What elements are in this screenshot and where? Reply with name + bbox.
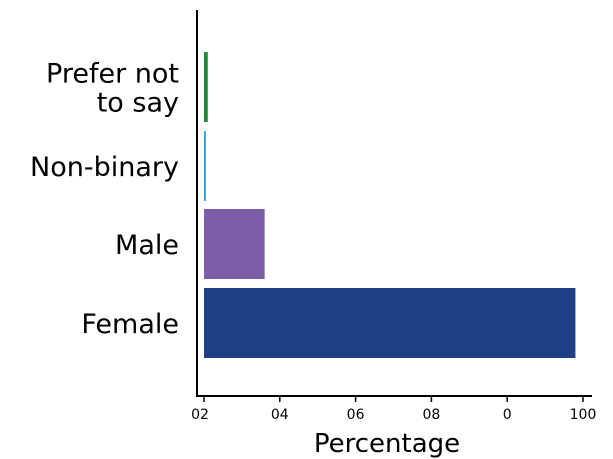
- category-label-0-line-0: Prefer not: [46, 59, 179, 90]
- category-label-0-line-1: to say: [97, 88, 179, 119]
- bars-group: [204, 52, 576, 358]
- x-tick-label-3: 08: [422, 407, 440, 423]
- x-axis-title: Percentage: [314, 429, 460, 459]
- bar-1: [204, 131, 206, 201]
- category-label-1-line-0: Non-binary: [30, 152, 179, 183]
- x-ticks: 02 04 06 08 0 100: [191, 396, 596, 423]
- bar-2: [204, 209, 265, 279]
- x-tick-label-0: 02: [191, 407, 209, 423]
- bar-3: [204, 288, 576, 358]
- category-label-2-line-0: Male: [115, 230, 179, 261]
- x-tick-label-1: 04: [271, 407, 289, 423]
- x-tick-label-2: 06: [347, 407, 365, 423]
- x-tick-label-4: 0: [503, 407, 512, 423]
- x-tick-label-5: 100: [570, 407, 597, 423]
- category-label-3-line-0: Female: [81, 309, 179, 340]
- bar-0: [204, 52, 208, 122]
